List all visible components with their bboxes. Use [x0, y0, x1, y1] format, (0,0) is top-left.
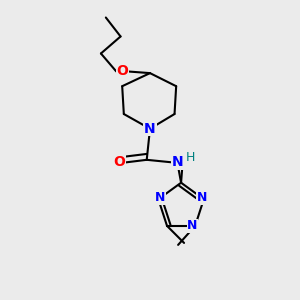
Text: O: O	[116, 64, 128, 79]
Text: N: N	[187, 219, 198, 232]
Text: O: O	[113, 155, 125, 170]
Text: N: N	[144, 122, 156, 136]
Text: N: N	[172, 155, 184, 170]
Text: N: N	[155, 191, 165, 204]
Text: H: H	[186, 151, 195, 164]
Text: N: N	[197, 191, 207, 204]
